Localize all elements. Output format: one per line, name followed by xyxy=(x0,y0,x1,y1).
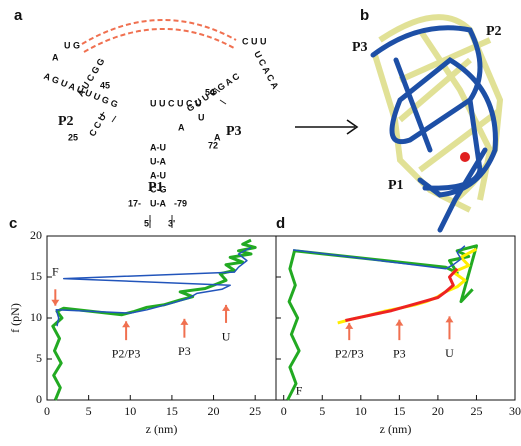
x-tick-label: 5 xyxy=(86,404,92,418)
x-tick-label: 15 xyxy=(393,404,405,418)
strand-end: 17- xyxy=(128,198,141,208)
panel-label: d xyxy=(276,215,285,232)
annotation: P3 xyxy=(178,344,191,358)
strand-end: 5' xyxy=(144,218,151,228)
stem-label: P2 xyxy=(486,24,502,39)
nucleotides: U xyxy=(198,112,205,122)
x-tick-label: 20 xyxy=(432,404,444,418)
x-tick-label: 15 xyxy=(166,404,178,418)
base-pair: C-G xyxy=(150,184,167,194)
x-tick-label: 25 xyxy=(249,404,261,418)
panel-label: c xyxy=(9,215,17,232)
x-tick-label: 5 xyxy=(319,404,325,418)
nucleotides: C U U xyxy=(242,36,267,46)
nucleotides: U C A C A xyxy=(252,49,281,91)
base-pair: A-U xyxy=(150,170,166,180)
annotation: P2/P3 xyxy=(335,347,364,361)
stem-label: P1 xyxy=(388,178,404,193)
panel-label: b xyxy=(360,7,369,24)
force-trace xyxy=(345,269,457,321)
x-tick-label: 30 xyxy=(509,404,521,418)
annotation-arrowhead xyxy=(51,300,59,306)
annotation: U xyxy=(222,329,231,343)
y-tick-label: 10 xyxy=(30,310,42,324)
base-pair: U-A xyxy=(150,156,166,166)
figure: aU GAA G U A U U U G GA U C G GU U C U C… xyxy=(0,0,521,441)
annotation-arrowhead xyxy=(445,316,453,322)
annotation: P3 xyxy=(393,347,406,361)
y-axis-label: f (pN) xyxy=(8,303,22,333)
nucleotides: A xyxy=(52,52,59,62)
stem-label: P2 xyxy=(58,114,74,129)
annotation-arrowhead xyxy=(180,319,188,325)
tertiary-contact xyxy=(82,20,236,44)
annotation: U xyxy=(445,346,454,360)
y-tick-label: 20 xyxy=(30,228,42,242)
panel-label: a xyxy=(14,7,23,24)
stem-label: P3 xyxy=(352,40,368,55)
annotation: F xyxy=(52,265,59,279)
annotation-arrowhead xyxy=(122,321,130,327)
base-pair: A-U xyxy=(150,142,166,152)
x-tick-label: 10 xyxy=(124,404,136,418)
x-tick-label: 0 xyxy=(281,404,287,418)
force-trace xyxy=(56,248,251,327)
x-axis-label: z (nm) xyxy=(146,422,178,436)
residue-number: 72 xyxy=(208,140,218,150)
x-axis-label: z (nm) xyxy=(380,422,412,436)
residue-number: 54 xyxy=(205,87,215,97)
y-tick-label: 5 xyxy=(36,351,42,365)
x-tick-label: 10 xyxy=(355,404,367,418)
residue-number: 45 xyxy=(100,80,110,90)
annotation: P2/P3 xyxy=(112,347,141,361)
stem-label: P3 xyxy=(226,124,242,139)
annotation-arrowhead xyxy=(222,305,230,311)
annotation-arrowhead xyxy=(395,320,403,326)
x-tick-label: 20 xyxy=(208,404,220,418)
nucleotides: A xyxy=(178,122,185,132)
strand-end: -79 xyxy=(174,198,187,208)
annotation-arrowhead xyxy=(345,323,353,329)
force-trace xyxy=(288,246,477,400)
x-tick-label: 0 xyxy=(44,404,50,418)
nucleotides: U G xyxy=(64,40,80,50)
y-tick-label: 15 xyxy=(30,269,42,283)
rna-structure xyxy=(373,17,500,230)
annotation: F xyxy=(296,384,303,398)
strand-end: 3' xyxy=(168,218,175,228)
x-tick-label: 25 xyxy=(470,404,482,418)
force-trace xyxy=(53,240,255,400)
nucleotides: C C U xyxy=(87,112,108,138)
residue-number: 25 xyxy=(68,132,78,142)
base-pair: U-A xyxy=(150,198,166,208)
y-tick-label: 0 xyxy=(36,392,42,406)
